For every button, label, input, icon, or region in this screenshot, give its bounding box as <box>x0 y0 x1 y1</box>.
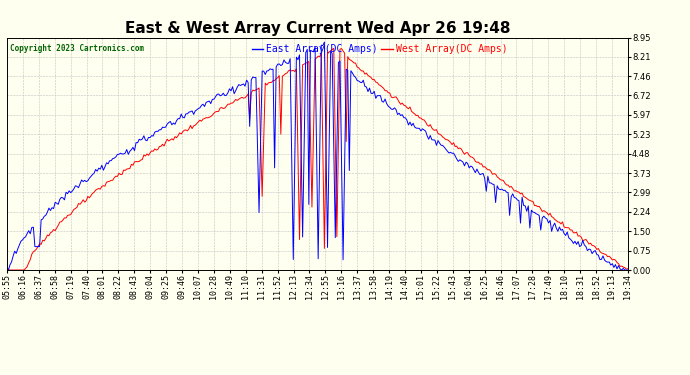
West Array(DC Amps) <box>248 88 257 92</box>
East Array(DC Amps) <box>457 159 466 163</box>
East Array(DC Amps) <box>4 268 12 272</box>
West Array(DC Amps) <box>330 46 338 51</box>
East Array(DC Amps) <box>79 179 88 184</box>
West Array(DC Amps) <box>395 100 403 104</box>
West Array(DC Amps) <box>455 146 464 150</box>
Line: West Array(DC Amps): West Array(DC Amps) <box>7 48 628 270</box>
West Array(DC Amps) <box>453 144 461 148</box>
West Array(DC Amps) <box>205 115 213 120</box>
Text: Copyright 2023 Cartronics.com: Copyright 2023 Cartronics.com <box>10 45 144 54</box>
East Array(DC Amps) <box>3 265 11 270</box>
East Array(DC Amps) <box>454 159 462 164</box>
East Array(DC Amps) <box>320 40 328 44</box>
West Array(DC Amps) <box>3 268 11 272</box>
Title: East & West Array Current Wed Apr 26 19:48: East & West Array Current Wed Apr 26 19:… <box>125 21 510 36</box>
East Array(DC Amps) <box>397 113 405 118</box>
East Array(DC Amps) <box>206 101 215 106</box>
West Array(DC Amps) <box>77 200 86 205</box>
Line: East Array(DC Amps): East Array(DC Amps) <box>7 42 628 270</box>
West Array(DC Amps) <box>624 267 632 271</box>
East Array(DC Amps) <box>624 268 632 272</box>
East Array(DC Amps) <box>250 75 259 80</box>
Legend: East Array(DC Amps), West Array(DC Amps): East Array(DC Amps), West Array(DC Amps) <box>248 40 511 58</box>
